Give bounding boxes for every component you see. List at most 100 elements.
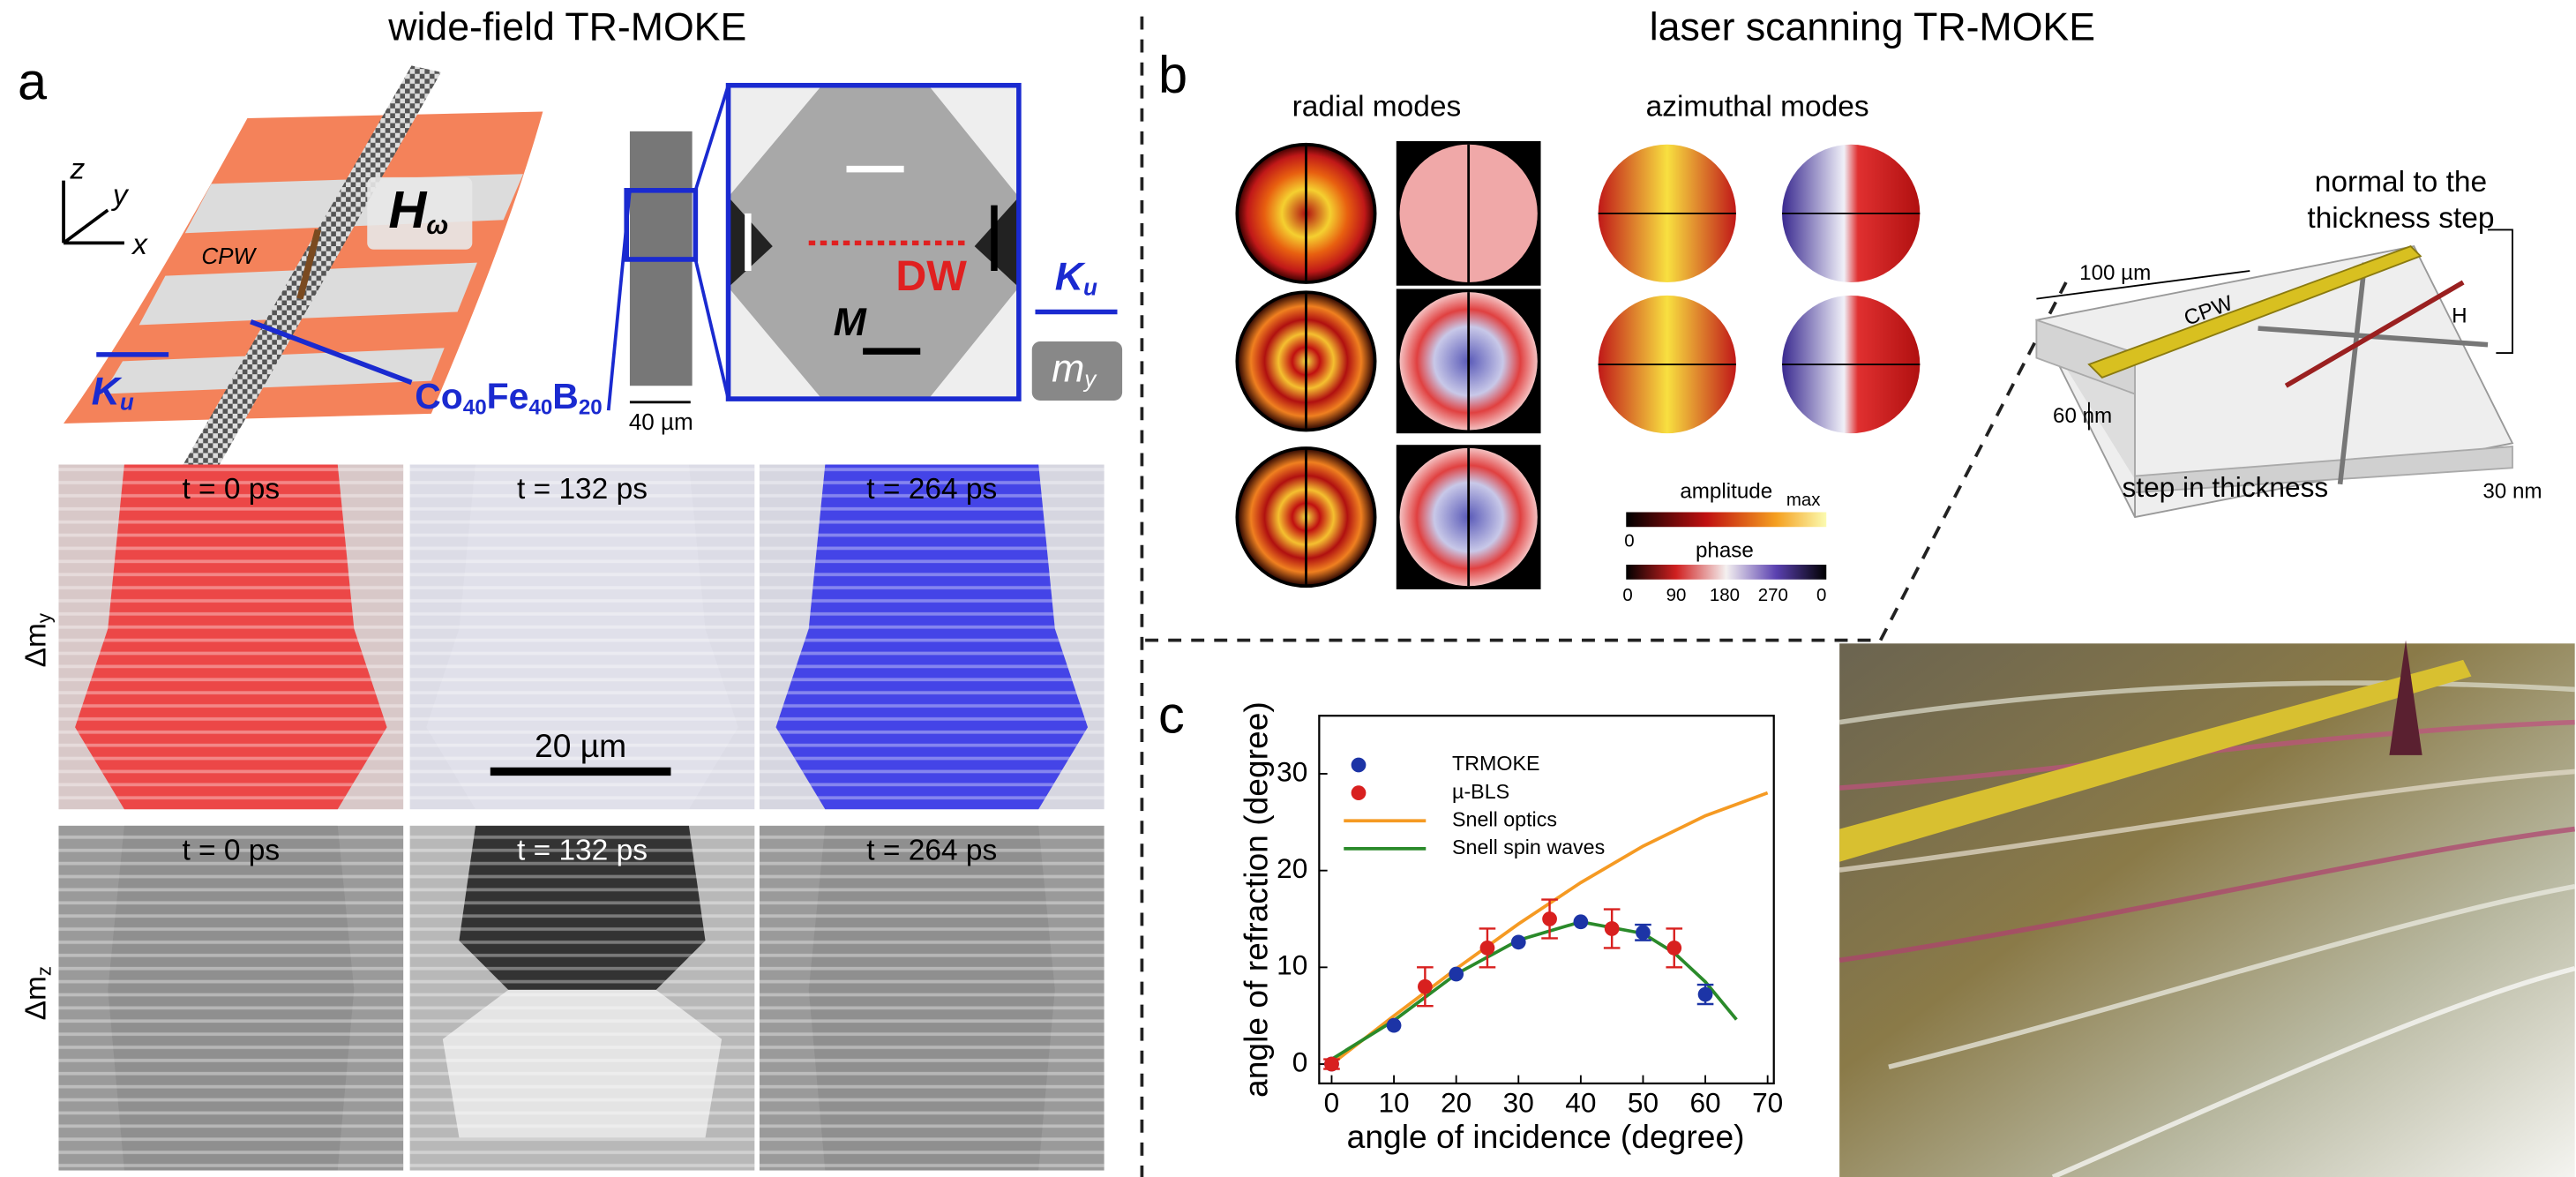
phase-tick: 90 (1666, 585, 1687, 605)
data-point (1636, 925, 1651, 941)
row-label-main: Δm (19, 976, 52, 1020)
title-right: laser scanning TR-MOKE (1650, 5, 2095, 49)
y-tick-label: 30 (1277, 755, 1307, 787)
3d-render (1838, 640, 2576, 1177)
amplitude-label: amplitude (1680, 480, 1772, 504)
divider (1140, 16, 2068, 1177)
x-tick-label: 40 (1565, 1086, 1596, 1118)
panel-label: c (1158, 686, 1185, 745)
axis-x: x (131, 229, 148, 261)
image-frame: t = 132 ps (409, 825, 755, 1171)
dw-label: DW (895, 252, 967, 300)
anisotropy-label: Ku (92, 370, 134, 415)
y-tick-label: 0 (1292, 1046, 1308, 1077)
legend-marker (1351, 757, 1367, 773)
m-label: M (834, 301, 867, 344)
x-tick-label: 10 (1378, 1086, 1409, 1118)
data-point (1386, 1017, 1402, 1033)
image-frame: t = 264 ps (759, 825, 1105, 1171)
row-label-sub: y (33, 612, 55, 623)
x-tick-label: 20 (1441, 1086, 1471, 1118)
data-point (1479, 941, 1495, 956)
normal-label: thickness step (2307, 202, 2494, 235)
field-label: H (2452, 304, 2467, 327)
time-label: t = 0 ps (182, 473, 280, 506)
panel-a-labels: z y x CPW Hω Ku Co40Fe40B20 40 µm DW M K… (69, 153, 1097, 435)
image-texture (58, 464, 404, 810)
phase-tick: 0 (1622, 585, 1632, 605)
data-point (1324, 1056, 1339, 1072)
image-frame: t = 264 ps (759, 464, 1105, 810)
time-label: t = 264 ps (866, 473, 997, 506)
image-texture (759, 464, 1105, 810)
axis-z: z (69, 153, 85, 185)
time-label: t = 132 ps (517, 473, 648, 506)
y-tick-label: 10 (1277, 949, 1307, 981)
amplitude-max: max (1786, 490, 1821, 510)
legend-label: TRMOKE (1452, 752, 1539, 775)
panel-b: radial modes azimuthal modes amplitude 0… (1235, 91, 2542, 605)
image-frame: t = 0 ps (58, 464, 404, 810)
thin-label: 30 nm (2482, 480, 2542, 504)
image-texture (759, 825, 1105, 1171)
data-point (1697, 986, 1713, 1002)
image-texture (409, 825, 755, 1171)
legend-label: Snell optics (1452, 807, 1557, 830)
thick-label: 60 nm (2053, 404, 2112, 428)
data-point (1417, 978, 1433, 994)
cpw-label: CPW (201, 243, 257, 269)
data-point (1573, 914, 1589, 930)
row-label: Δmy (19, 612, 55, 667)
mode-maps (1235, 141, 1921, 589)
amplitude-min: 0 (1624, 530, 1634, 551)
x-tick-label: 50 (1628, 1086, 1659, 1118)
x-tick-label: 0 (1324, 1086, 1340, 1118)
title-left: wide-field TR-MOKE (387, 5, 746, 49)
image-frame: t = 132 ps (409, 464, 755, 810)
scale-label: 20 µm (535, 727, 626, 764)
legend-marker (1351, 785, 1367, 801)
axis-y: y (111, 179, 130, 212)
x-tick-label: 30 (1503, 1086, 1534, 1118)
field-label: Hω (388, 180, 448, 240)
plot-frame (1318, 715, 1775, 1085)
row-label-sub: z (33, 966, 55, 976)
image-texture (409, 464, 755, 810)
data-point (1604, 921, 1620, 936)
legend-label: Snell spin waves (1452, 836, 1605, 858)
row-label-main: Δm (19, 623, 52, 667)
anisotropy-label: Ku (1055, 255, 1097, 300)
x-tick-label: 70 (1752, 1086, 1783, 1118)
time-label: t = 132 ps (517, 834, 648, 866)
width-label: 40 µm (629, 409, 693, 435)
phase-label: phase (1696, 539, 1754, 563)
azimuthal-title: azimuthal modes (1646, 91, 1869, 124)
panel-label: b (1158, 45, 1187, 104)
time-label: t = 264 ps (866, 834, 997, 866)
panel-label: a (18, 51, 48, 110)
data-point (1449, 966, 1464, 982)
phase-tick: 180 (1710, 585, 1740, 605)
y-axis-label: angle of refraction (degree) (1237, 701, 1274, 1098)
chart: angle of refraction (degree) angle of in… (1237, 701, 1783, 1155)
legend-label: µ-BLS (1452, 780, 1509, 803)
step-label: step in thickness (2123, 471, 2329, 503)
x-tick-label: 60 (1689, 1086, 1720, 1118)
material-label: Co40Fe40B20 (415, 376, 603, 420)
data-point (1666, 941, 1682, 956)
image-frame: t = 0 ps (58, 825, 404, 1171)
phase-tick: 270 (1758, 585, 1788, 605)
length-label: 100 µm (2079, 261, 2151, 285)
radial-title: radial modes (1292, 91, 1462, 124)
sample-schematic (62, 65, 1123, 480)
normal-label: normal to the (2315, 166, 2487, 199)
my-label: my (1052, 347, 1097, 392)
data-point (1542, 911, 1557, 926)
data-point (1510, 934, 1526, 950)
phase-tick: 0 (1816, 585, 1826, 605)
time-label: t = 0 ps (182, 834, 280, 866)
image-grid: t = 0 ps t = 0 ps t = 132 ps t = 132 ps t = … (19, 464, 1105, 1171)
image-texture (58, 825, 404, 1171)
y-tick-label: 20 (1277, 852, 1307, 884)
